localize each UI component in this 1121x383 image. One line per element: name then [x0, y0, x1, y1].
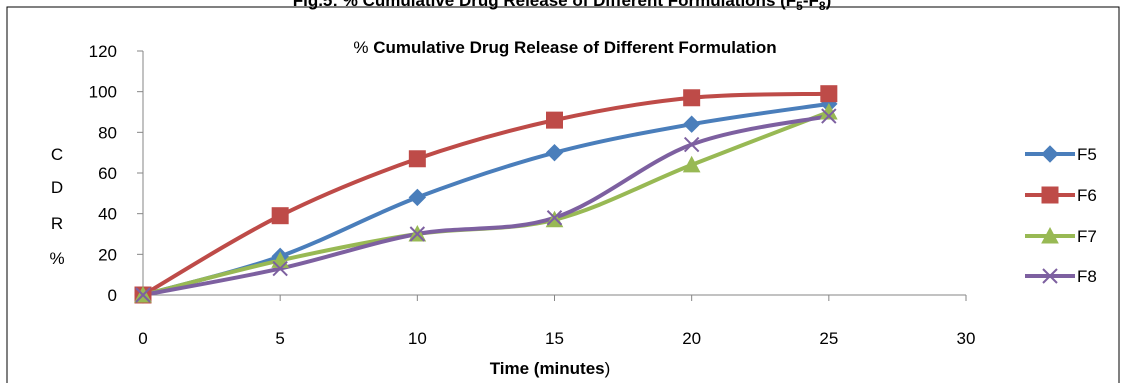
chart-frame [6, 6, 1120, 383]
x-marker-stroke [1042, 268, 1058, 284]
x-tick-label: 5 [275, 329, 284, 348]
figure-caption: Fig.5: % Cumulative Drug Release of Diff… [293, 0, 832, 13]
data-point-f7 [682, 155, 701, 173]
series-markers [134, 85, 838, 304]
caption-sub-start: 5 [796, 0, 803, 13]
series-line-f6 [141, 91, 829, 297]
y-tick-label: 0 [108, 286, 117, 305]
data-point-f5 [545, 143, 564, 162]
data-point-f8 [821, 108, 837, 124]
legend: F5 F6 F7 F8 [1025, 145, 1097, 286]
y-tick-label: 80 [98, 123, 117, 142]
legend-label-f5: F5 [1077, 145, 1097, 164]
data-point-f6 [820, 85, 838, 103]
caption-close: ) [826, 0, 832, 10]
x-marker-stroke [272, 260, 288, 277]
y-axis-letter: C [51, 145, 63, 164]
chart-title: % Cumulative Drug Release of Different F… [353, 38, 776, 57]
series-lines [141, 91, 830, 297]
data-point-f6 [408, 150, 426, 168]
x-marker-stroke [135, 287, 151, 303]
y-tick-label: 60 [98, 164, 117, 183]
data-point-f8 [546, 210, 563, 226]
x-tick-label: 30 [957, 329, 976, 348]
data-point-f5 [408, 188, 427, 207]
legend-marker-f7 [1041, 226, 1059, 244]
caption-sub-end: 8 [819, 0, 826, 13]
y-tick-label: 20 [98, 245, 117, 264]
axes: 0 20 40 60 80 100 120 0 5 10 15 20 25 30 [89, 42, 976, 348]
y-tick-label: 120 [89, 42, 117, 61]
legend-label-f6: F6 [1077, 186, 1097, 205]
legend-marker-f5 [1041, 145, 1059, 163]
x-marker-stroke [821, 108, 837, 124]
x-tick-label: 25 [819, 329, 838, 348]
legend-label-f8: F8 [1077, 267, 1097, 286]
x-tick-label: 0 [138, 329, 147, 348]
y-tick-label: 100 [89, 83, 117, 102]
caption-dash: -F [803, 0, 819, 10]
data-point-f8 [272, 260, 288, 277]
data-point-f6 [271, 207, 289, 225]
series-line-f5 [142, 101, 830, 297]
legend-label-f7: F7 [1077, 227, 1097, 246]
legend-marker-f6 [1041, 186, 1059, 204]
y-axis-letter: D [51, 178, 63, 197]
data-point-f6 [546, 111, 563, 129]
y-axis-letter: R [51, 214, 63, 233]
x-axis-title: Time (minutes) [490, 359, 611, 378]
data-point-f5 [682, 115, 701, 133]
y-axis-letter: % [49, 249, 64, 268]
data-point-f8 [409, 226, 426, 242]
x-marker-stroke [409, 226, 426, 242]
y-tick-label: 40 [98, 205, 117, 224]
x-tick-label: 10 [408, 329, 427, 348]
data-point-f8 [135, 287, 151, 303]
x-marker-stroke [683, 136, 700, 153]
y-axis-title: C D R % [49, 145, 64, 268]
x-marker-stroke [546, 210, 563, 226]
series-line-f8 [142, 114, 830, 297]
data-point-f8 [683, 136, 700, 153]
x-tick-label: 15 [545, 329, 564, 348]
data-point-f6 [683, 89, 701, 107]
legend-marker-f8 [1042, 268, 1058, 284]
x-tick-label: 20 [682, 329, 701, 348]
